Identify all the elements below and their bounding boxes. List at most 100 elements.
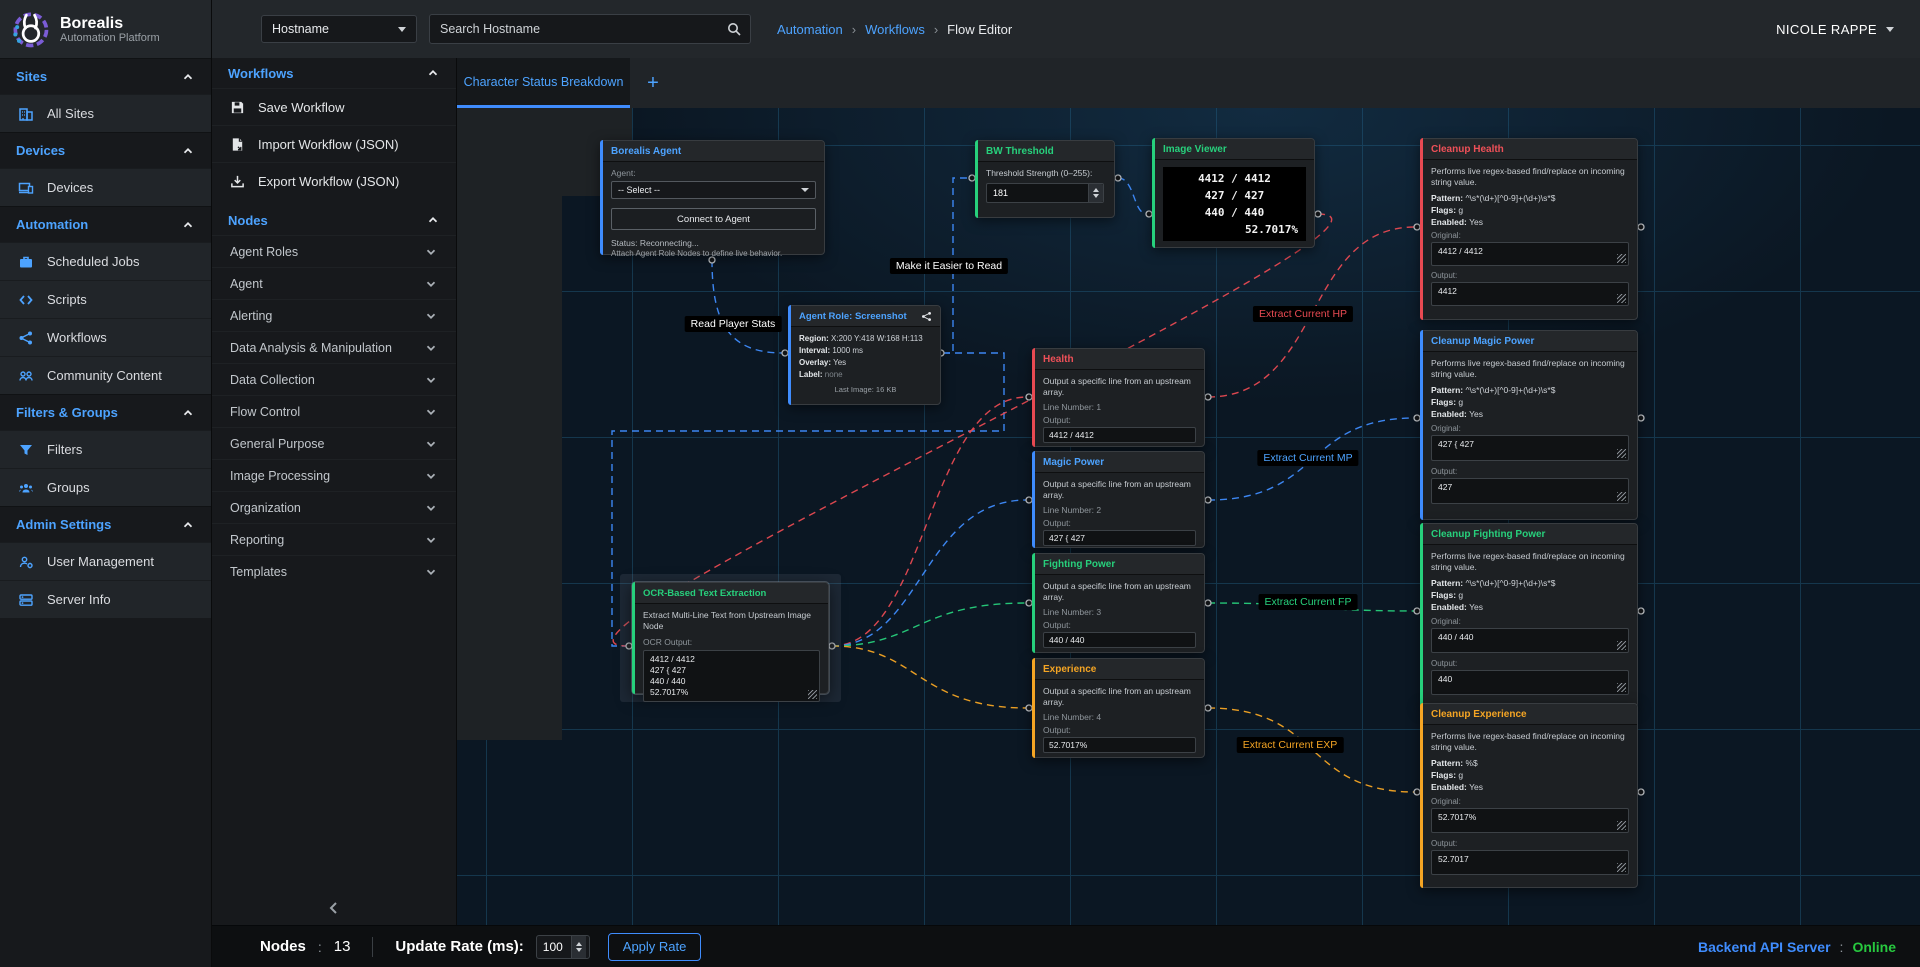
tab-character-status-breakdown[interactable]: Character Status Breakdown bbox=[457, 58, 630, 108]
connection-handle[interactable] bbox=[1314, 210, 1322, 218]
node-category-data-collection[interactable]: Data Collection bbox=[212, 363, 456, 395]
node-borealis-agent[interactable]: Borealis Agent Agent: -- Select -- Conne… bbox=[600, 140, 825, 258]
node-image-viewer[interactable]: Image Viewer 4412 / 4412 427 / 427 440 /… bbox=[1152, 138, 1315, 248]
sidebar-section-sites[interactable]: Sites bbox=[0, 58, 211, 94]
node-cleanup-magic-power[interactable]: Cleanup Magic Power Performs live regex-… bbox=[1420, 330, 1638, 520]
import-workflow-button[interactable]: Import Workflow (JSON) bbox=[212, 125, 456, 162]
output-textarea[interactable]: 440 bbox=[1431, 670, 1629, 695]
connection-handle[interactable] bbox=[1204, 393, 1212, 401]
threshold-input[interactable]: 181 bbox=[986, 183, 1104, 203]
output-textarea[interactable]: 427 bbox=[1431, 478, 1629, 504]
node-bw-threshold[interactable]: BW Threshold Threshold Strength (0–255):… bbox=[975, 140, 1115, 218]
original-textarea[interactable]: 427 { 427 bbox=[1431, 435, 1629, 461]
edge-label-extract-hp[interactable]: Extract Current HP bbox=[1252, 306, 1354, 322]
connection-handle[interactable] bbox=[1114, 174, 1122, 182]
edge-fighting-to-cleanup[interactable] bbox=[1207, 602, 1416, 612]
nodes-panel-header[interactable]: Nodes bbox=[212, 205, 456, 235]
sidebar-item-user-management[interactable]: User Management bbox=[0, 542, 211, 580]
output-textarea[interactable]: 52.7017 bbox=[1431, 850, 1629, 875]
edge-ocr-to-health[interactable] bbox=[831, 396, 1028, 647]
agent-select[interactable]: -- Select -- bbox=[611, 181, 816, 199]
sidebar-item-scripts[interactable]: Scripts bbox=[0, 280, 211, 318]
connect-to-agent-button[interactable]: Connect to Agent bbox=[611, 208, 816, 230]
output-field[interactable]: 52.7017% bbox=[1043, 737, 1196, 753]
sidebar-item-scheduled-jobs[interactable]: Scheduled Jobs bbox=[0, 242, 211, 280]
connection-handle[interactable] bbox=[708, 256, 716, 264]
sidebar-item-workflows[interactable]: Workflows bbox=[0, 318, 211, 356]
node-category-organization[interactable]: Organization bbox=[212, 491, 456, 523]
ocr-output-textarea[interactable]: 4412 / 4412 427 { 427 440 / 440 52.7017% bbox=[643, 650, 820, 702]
connection-handle[interactable] bbox=[1204, 704, 1212, 712]
connection-handle[interactable] bbox=[1637, 414, 1645, 422]
sidebar-item-filters[interactable]: Filters bbox=[0, 430, 211, 468]
sidebar-section-automation[interactable]: Automation bbox=[0, 206, 211, 242]
original-textarea[interactable]: 4412 / 4412 bbox=[1431, 242, 1629, 266]
connection-handle[interactable] bbox=[828, 642, 836, 650]
node-category-general-purpose[interactable]: General Purpose bbox=[212, 427, 456, 459]
edge-experience-to-cleanup[interactable] bbox=[1207, 707, 1416, 793]
sidebar-item-community-content[interactable]: Community Content bbox=[0, 356, 211, 394]
breadcrumb-workflows[interactable]: Workflows bbox=[865, 21, 925, 37]
node-category-agent-roles[interactable]: Agent Roles bbox=[212, 235, 456, 267]
output-textarea[interactable]: 4412 bbox=[1431, 282, 1629, 306]
output-field[interactable]: 4412 / 4412 bbox=[1043, 427, 1196, 443]
workflows-panel-header[interactable]: Workflows bbox=[212, 58, 456, 88]
node-cleanup-health[interactable]: Cleanup Health Performs live regex-based… bbox=[1420, 138, 1638, 320]
edge-ocr-to-experience[interactable] bbox=[831, 645, 1028, 709]
node-category-reporting[interactable]: Reporting bbox=[212, 523, 456, 555]
hostname-dropdown[interactable]: Hostname bbox=[261, 15, 417, 43]
node-cleanup-fighting-power[interactable]: Cleanup Fighting Power Performs live reg… bbox=[1420, 523, 1638, 708]
edge-screenshot-to-ocr[interactable] bbox=[611, 352, 1005, 647]
original-textarea[interactable]: 52.7017% bbox=[1431, 808, 1629, 833]
output-field[interactable]: 440 / 440 bbox=[1043, 632, 1196, 648]
sidebar-item-devices[interactable]: Devices bbox=[0, 168, 211, 206]
node-fighting-power[interactable]: Fighting Power Output a specific line fr… bbox=[1032, 553, 1205, 653]
sidebar-section-filters-groups[interactable]: Filters & Groups bbox=[0, 394, 211, 430]
update-rate-field[interactable] bbox=[536, 939, 571, 954]
node-category-templates[interactable]: Templates bbox=[212, 555, 456, 587]
export-workflow-button[interactable]: Export Workflow (JSON) bbox=[212, 162, 456, 199]
number-spinner[interactable] bbox=[1088, 184, 1103, 202]
edge-label-make-easier[interactable]: Make it Easier to Read bbox=[889, 258, 1009, 274]
node-category-agent[interactable]: Agent bbox=[212, 267, 456, 299]
edge-label-extract-exp[interactable]: Extract Current EXP bbox=[1236, 737, 1344, 753]
edge-threshold-to-viewer[interactable] bbox=[1117, 177, 1148, 215]
apply-rate-button[interactable]: Apply Rate bbox=[607, 932, 702, 961]
sidebar-section-devices[interactable]: Devices bbox=[0, 132, 211, 168]
node-category-image-processing[interactable]: Image Processing bbox=[212, 459, 456, 491]
update-rate-input[interactable] bbox=[535, 934, 590, 959]
add-tab-button[interactable]: + bbox=[647, 71, 659, 94]
user-menu[interactable]: NICOLE RAPPE bbox=[1776, 22, 1894, 37]
edge-label-read-player-stats[interactable]: Read Player Stats bbox=[684, 316, 782, 332]
edge-agent-to-screenshot[interactable] bbox=[711, 259, 784, 354]
sidebar-item-groups[interactable]: Groups bbox=[0, 468, 211, 506]
share-icon[interactable] bbox=[921, 311, 932, 322]
collapse-panel-button[interactable] bbox=[212, 891, 456, 925]
connection-handle[interactable] bbox=[1204, 496, 1212, 504]
node-experience[interactable]: Experience Output a specific line from a… bbox=[1032, 658, 1205, 758]
node-category-data-analysis[interactable]: Data Analysis & Manipulation bbox=[212, 331, 456, 363]
node-cleanup-experience[interactable]: Cleanup Experience Performs live regex-b… bbox=[1420, 703, 1638, 888]
sidebar-item-all-sites[interactable]: All Sites bbox=[0, 94, 211, 132]
sidebar-item-server-info[interactable]: Server Info bbox=[0, 580, 211, 618]
edge-magic-to-cleanup[interactable] bbox=[1207, 417, 1416, 501]
original-textarea[interactable]: 440 / 440 bbox=[1431, 628, 1629, 653]
breadcrumb-automation[interactable]: Automation bbox=[777, 21, 843, 37]
edge-label-extract-mp[interactable]: Extract Current MP bbox=[1257, 450, 1359, 466]
edge-health-to-cleanup[interactable] bbox=[1207, 226, 1416, 398]
connection-handle[interactable] bbox=[1204, 599, 1212, 607]
connection-handle[interactable] bbox=[1637, 223, 1645, 231]
save-workflow-button[interactable]: Save Workflow bbox=[212, 88, 456, 125]
node-category-alerting[interactable]: Alerting bbox=[212, 299, 456, 331]
node-ocr-text-extraction[interactable]: OCR-Based Text Extraction Extract Multi-… bbox=[632, 582, 829, 702]
search-icon[interactable] bbox=[726, 21, 742, 37]
flow-canvas[interactable]: Read Player Stats Make it Easier to Read… bbox=[457, 108, 1920, 925]
sidebar-section-admin-settings[interactable]: Admin Settings bbox=[0, 506, 211, 542]
edge-ocr-to-magic-power[interactable] bbox=[831, 499, 1028, 647]
edge-label-extract-fp[interactable]: Extract Current FP bbox=[1258, 594, 1358, 610]
connection-handle[interactable] bbox=[1637, 788, 1645, 796]
connection-handle[interactable] bbox=[1637, 607, 1645, 615]
output-field[interactable]: 427 { 427 bbox=[1043, 530, 1196, 546]
node-agent-role-screenshot[interactable]: Agent Role: Screenshot Region: X:200 Y:4… bbox=[788, 305, 941, 405]
node-magic-power[interactable]: Magic Power Output a specific line from … bbox=[1032, 451, 1205, 548]
